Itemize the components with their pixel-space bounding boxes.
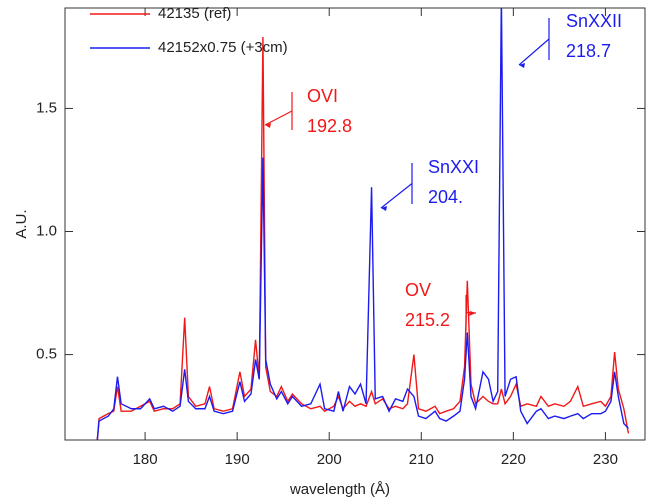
annotation-text: 204.	[428, 187, 463, 207]
y-tick-label: 0.5	[36, 346, 57, 363]
legend-label: 42135 (ref)	[158, 5, 231, 22]
annotation-arrow	[264, 110, 293, 126]
annotation-arrowhead	[381, 206, 387, 211]
annotation-arrow	[518, 38, 550, 66]
annotation-text: OVI	[307, 86, 338, 106]
x-tick-label: 220	[501, 451, 526, 468]
annotation-arrowhead	[519, 63, 525, 68]
annotation-text: 192.8	[307, 116, 352, 136]
y-axis-label: A.U.	[13, 209, 30, 238]
x-tick-label: 210	[409, 451, 434, 468]
y-tick-label: 1.5	[36, 99, 57, 116]
annotation-text: 215.2	[405, 310, 450, 330]
annotation-arrowhead	[265, 123, 271, 128]
y-tick-label: 1.0	[36, 222, 57, 239]
x-axis-label: wavelength (Å)	[289, 481, 390, 498]
annotation-arrow	[380, 183, 413, 209]
annotation-text: 218.7	[566, 41, 611, 61]
annotation-text: SnXXI	[428, 157, 479, 177]
plot-frame	[64, 7, 646, 441]
annotation-arrowhead	[469, 311, 476, 316]
x-tick-label: 230	[593, 451, 618, 468]
x-tick-label: 180	[133, 451, 158, 468]
legend-label: 42152x0.75 (+3cm)	[158, 39, 288, 56]
x-tick-label: 190	[225, 451, 250, 468]
series-line	[96, 37, 630, 440]
plot-area	[96, 8, 630, 440]
annotation-text: SnXXII	[566, 11, 622, 31]
annotation-text: OV	[405, 280, 431, 300]
series-line	[96, 8, 629, 440]
x-tick-label: 200	[317, 451, 342, 468]
